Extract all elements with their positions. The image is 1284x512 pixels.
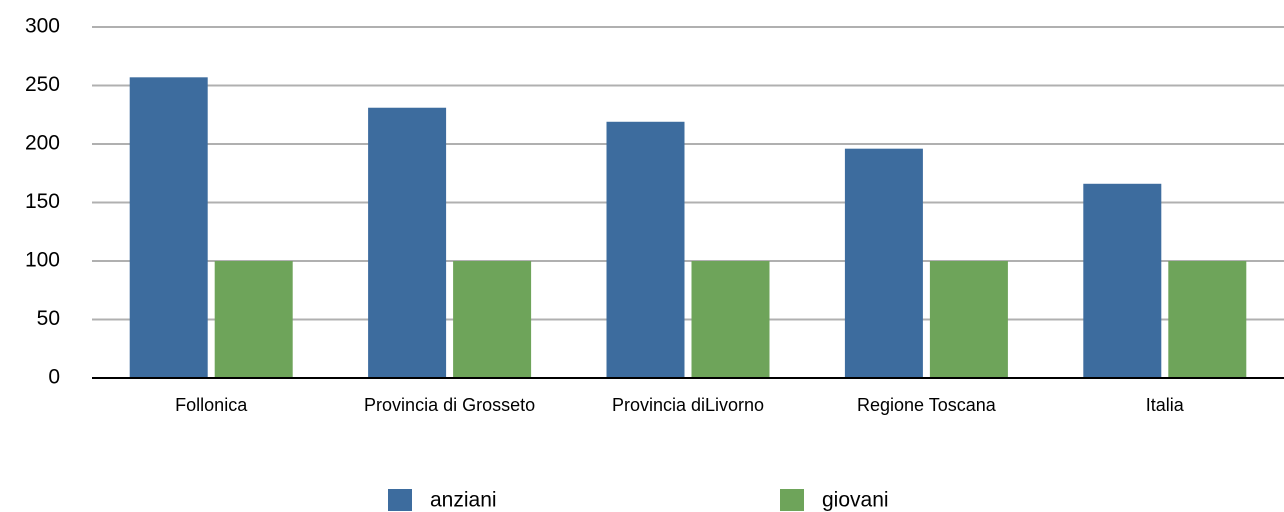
y-tick-label: 200	[25, 132, 60, 155]
x-tick-label: Italia	[1146, 395, 1185, 415]
y-tick-label: 0	[48, 366, 60, 389]
x-tick-label: Follonica	[175, 395, 248, 415]
bar	[1083, 183, 1162, 378]
bar	[453, 261, 532, 378]
y-tick-label: 300	[25, 15, 60, 38]
legend-swatch	[780, 489, 804, 511]
y-tick-label: 100	[25, 249, 60, 272]
y-tick-label: 150	[25, 190, 60, 213]
bar	[1168, 261, 1247, 378]
bar	[214, 261, 293, 378]
bar	[691, 261, 770, 378]
x-tick-label: Provincia di Grosseto	[364, 395, 535, 415]
bar	[129, 77, 208, 378]
y-tick-label: 250	[25, 73, 60, 96]
legend-label: anziani	[430, 489, 497, 512]
bar	[606, 121, 685, 379]
x-tick-label: Provincia diLivorno	[612, 395, 764, 415]
y-tick-label: 50	[37, 307, 60, 330]
legend-label: giovani	[822, 489, 889, 512]
bar	[929, 261, 1008, 378]
legend-swatch	[388, 489, 412, 511]
bar	[368, 107, 447, 378]
x-tick-label: Regione Toscana	[857, 395, 997, 415]
bar	[844, 148, 923, 378]
